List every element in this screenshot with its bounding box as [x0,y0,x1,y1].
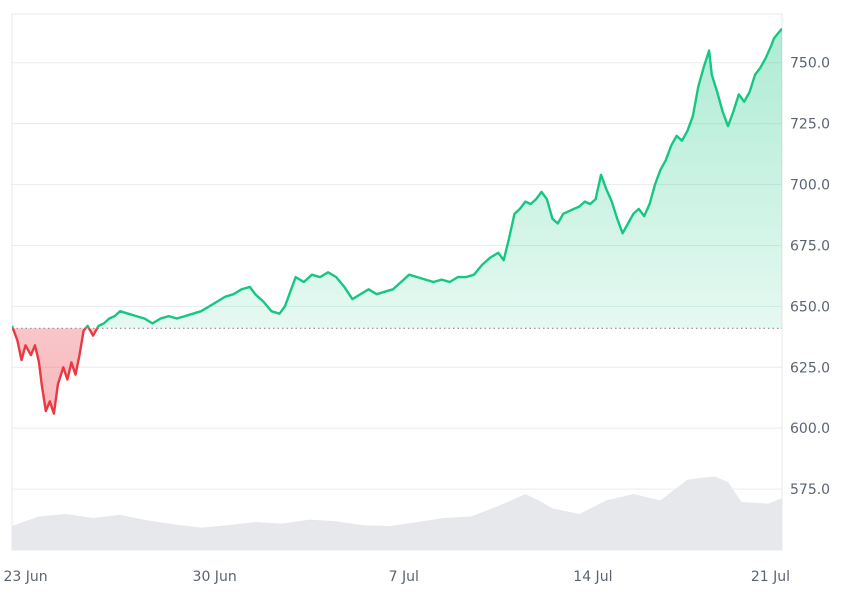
y-tick-label: 575.0 [790,482,830,498]
x-tick-label: 30 Jun [193,569,237,585]
x-tick-label: 23 Jun [3,569,47,585]
y-tick-label: 625.0 [790,360,830,376]
volume-area [12,476,782,550]
y-tick-label: 650.0 [790,299,830,315]
fill-above-baseline [12,28,782,329]
volume-area-path [12,476,782,550]
axes: 575.0 600.0 625.0 650.0 675.0 700.0 725.0 750.0… [3,56,830,585]
y-tick-label: 600.0 [790,421,830,437]
y-tick-label: 750.0 [790,56,830,72]
price-line [12,27,782,415]
price-fill [12,28,782,414]
y-tick-label: 675.0 [790,238,830,254]
y-tick-label: 700.0 [790,178,830,194]
x-tick-label: 21 Jul [751,569,790,585]
price-line-up [12,27,782,329]
x-tick-label: 7 Jul [389,569,419,585]
x-tick-label: 14 Jul [573,569,612,585]
y-tick-label: 725.0 [790,117,830,133]
